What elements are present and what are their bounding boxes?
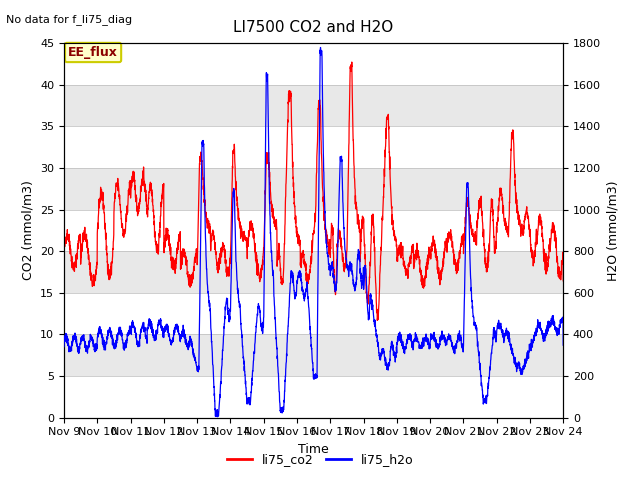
Y-axis label: CO2 (mmol/m3): CO2 (mmol/m3)	[22, 180, 35, 280]
Text: No data for f_li75_diag: No data for f_li75_diag	[6, 14, 132, 25]
Bar	[64, 210, 563, 251]
Bar	[64, 168, 563, 210]
Bar	[64, 85, 563, 126]
Bar	[64, 251, 563, 293]
Bar	[64, 126, 563, 168]
Bar	[64, 43, 563, 85]
Bar	[64, 376, 563, 418]
X-axis label: Time: Time	[298, 443, 329, 456]
Bar	[64, 293, 563, 335]
Y-axis label: H2O (mmol/m3): H2O (mmol/m3)	[607, 180, 620, 281]
Title: LI7500 CO2 and H2O: LI7500 CO2 and H2O	[234, 20, 394, 35]
Legend: li75_co2, li75_h2o: li75_co2, li75_h2o	[221, 448, 419, 471]
Bar	[64, 335, 563, 376]
Text: EE_flux: EE_flux	[68, 46, 118, 59]
